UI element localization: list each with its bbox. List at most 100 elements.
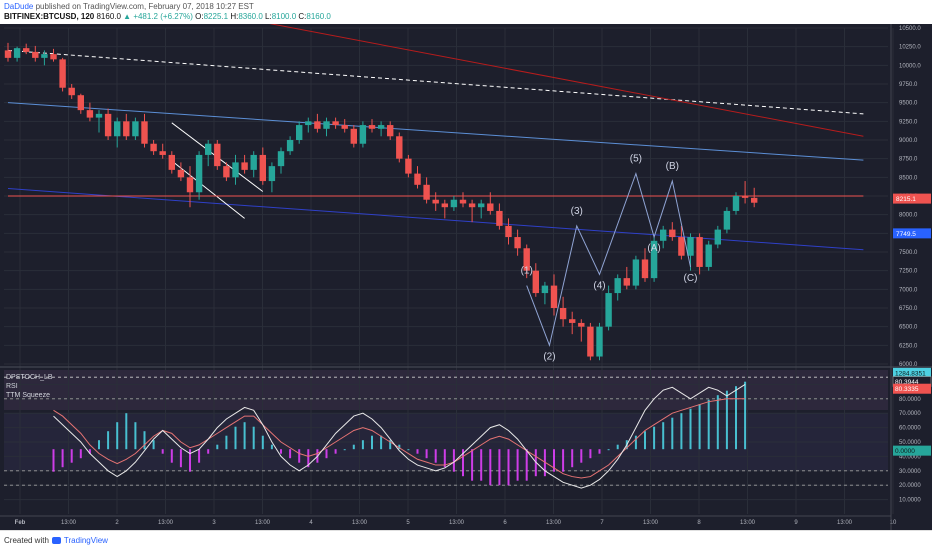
candle-body	[596, 326, 603, 357]
candle	[359, 121, 367, 148]
candle-body	[159, 151, 166, 155]
wave-label: (A)	[647, 243, 660, 254]
candle	[223, 162, 230, 182]
rsi-line	[53, 398, 746, 479]
squeeze-bar	[289, 449, 292, 459]
candle	[741, 181, 749, 204]
symbol-name[interactable]: BITFINEX:BTCUSD, 120	[4, 12, 95, 21]
time-tick-label: 13:00	[837, 520, 853, 526]
candle	[578, 319, 585, 342]
candle	[468, 199, 476, 223]
footer-bar: Created with TradingView	[0, 530, 932, 551]
candle	[132, 117, 139, 140]
candle	[77, 93, 84, 114]
candle-body	[623, 278, 630, 286]
candle	[650, 237, 658, 282]
price-tick-label: 9250.0	[899, 119, 918, 125]
squeeze-bar	[116, 422, 119, 450]
price-tick-label: 10000.0	[899, 63, 921, 69]
candle-body	[68, 87, 75, 96]
time-tick-label: 9	[794, 520, 798, 526]
candle-body	[114, 121, 121, 137]
candle-body	[123, 121, 130, 137]
squeeze-bar	[198, 449, 201, 463]
squeeze-bar	[443, 449, 446, 468]
squeeze-bar	[179, 449, 182, 468]
squeeze-bar	[607, 449, 610, 451]
header-bar: DaDude published on TradingView.com, Feb…	[0, 0, 932, 24]
candle	[605, 285, 612, 331]
squeeze-bar	[88, 449, 91, 454]
time-tick-label: 13:00	[352, 520, 368, 526]
candle	[541, 281, 549, 305]
squeeze-bar	[352, 444, 355, 450]
candle	[95, 110, 103, 133]
candle	[496, 203, 503, 230]
candle-body	[487, 203, 494, 211]
squeeze-bar	[398, 444, 401, 450]
candle	[241, 154, 248, 174]
squeeze-bar	[644, 431, 646, 450]
chart-svg[interactable]: 10500.0 10250.0 10000.0 9750.0 9500.0 9250.0 9…	[0, 20, 932, 530]
candle	[614, 274, 621, 301]
candle	[505, 218, 512, 245]
wave-label: (1)	[521, 266, 533, 277]
squeeze-bar	[234, 426, 237, 450]
squeeze-bar	[334, 449, 337, 454]
candle-body	[314, 121, 321, 129]
tradingview-link[interactable]: TradingView	[63, 536, 108, 545]
candle-body	[232, 162, 239, 178]
squeeze-bar	[134, 422, 137, 450]
time-tick-label: 5	[406, 520, 410, 526]
candle	[86, 102, 94, 122]
squeeze-bar	[735, 386, 737, 450]
candle-body	[214, 143, 221, 167]
candle-body	[405, 158, 412, 174]
time-tick-label: 13:00	[643, 520, 659, 526]
author-link[interactable]: DaDude	[4, 2, 34, 11]
candle	[596, 322, 603, 361]
time-tick-label: 7	[600, 520, 604, 526]
candle-body	[332, 121, 339, 126]
candle-body	[368, 125, 376, 129]
chart-area[interactable]: 10500.0 10250.0 10000.0 9750.0 9500.0 9250.0 9…	[0, 20, 932, 530]
candle	[186, 166, 194, 208]
candle-body	[423, 184, 430, 200]
price-tick-label: 8000.0	[899, 213, 918, 219]
price-tick-label: 6250.0	[899, 343, 918, 349]
candle-body	[296, 125, 303, 140]
squeeze-bar	[61, 449, 64, 468]
squeeze-bar	[689, 408, 692, 450]
price-axis-label: 7749.5	[896, 231, 916, 238]
time-tick-label: 13:00	[449, 520, 465, 526]
squeeze-bar	[462, 449, 464, 477]
candle-body	[468, 203, 476, 208]
squeeze-bar	[562, 449, 565, 472]
high-value: 8360.0	[238, 12, 263, 21]
candle	[250, 151, 257, 178]
stoch-line	[53, 383, 746, 489]
squeeze-bar	[298, 449, 301, 463]
candle	[714, 225, 721, 249]
open-value: 8225.1	[203, 12, 229, 21]
squeeze-bar	[744, 381, 747, 450]
osc-tick-label: 10.0000	[899, 498, 921, 504]
osc-axis-label: 80.3944	[895, 379, 919, 386]
price-tick-label: 6000.0	[899, 362, 918, 368]
candle-body	[59, 59, 66, 88]
candle-body	[641, 259, 649, 279]
wave-label: (5)	[630, 154, 642, 165]
squeeze-bar	[207, 449, 210, 454]
price-tick-label: 9750.0	[899, 82, 918, 88]
candle	[150, 140, 157, 155]
osc-tick-label: 20.0000	[899, 483, 921, 489]
candle	[587, 322, 594, 361]
candle	[268, 162, 276, 193]
squeeze-bar	[125, 413, 128, 450]
candle	[669, 222, 676, 241]
published-text: published on TradingView.com, February 0…	[35, 2, 254, 11]
candle-body	[678, 237, 685, 256]
squeeze-bar	[280, 449, 282, 454]
candle-body	[195, 154, 203, 193]
squeeze-bar	[79, 449, 82, 459]
